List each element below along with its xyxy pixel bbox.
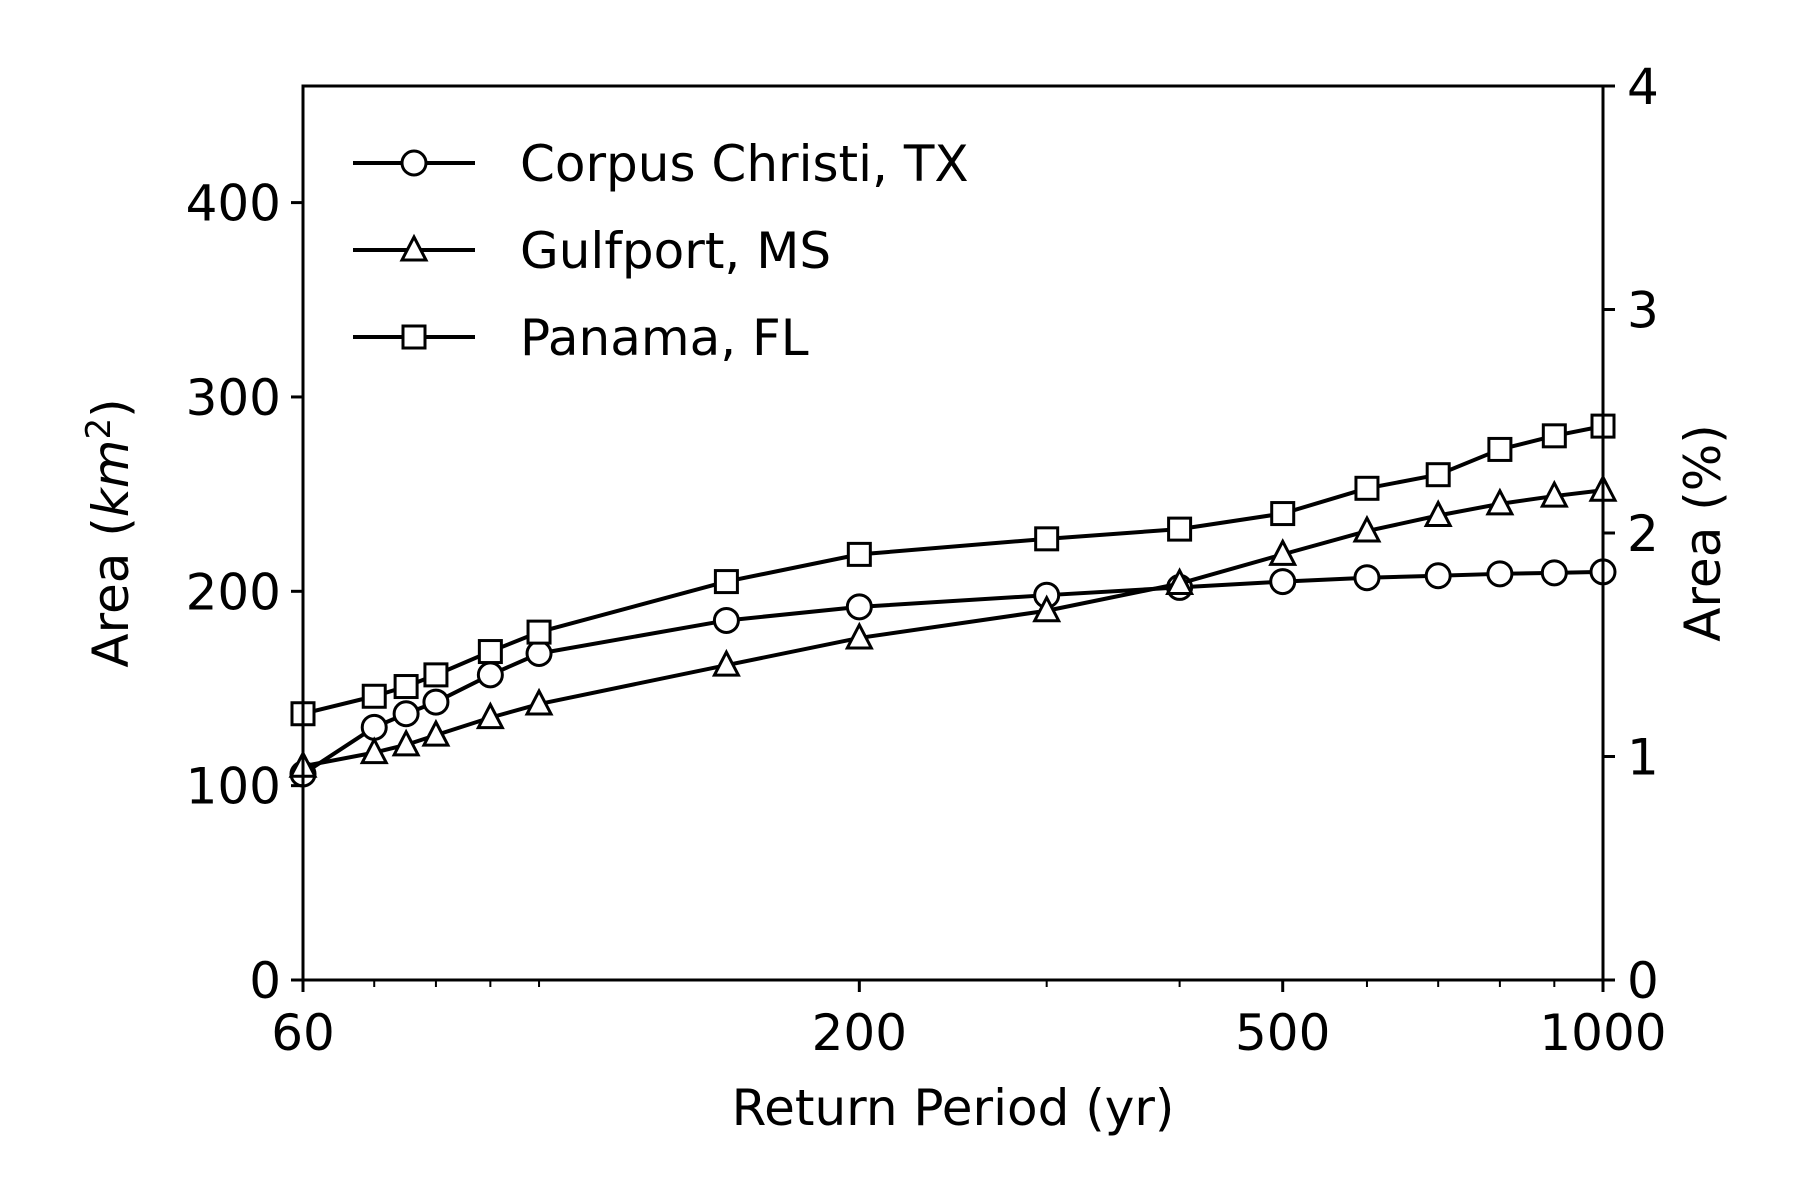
x-axis-label: Return Period (yr) <box>732 1079 1175 1137</box>
data-point-circle <box>476 661 504 689</box>
data-point-square <box>477 639 503 665</box>
data-point-circle <box>1424 562 1452 590</box>
series-line <box>302 424 1604 716</box>
y-axis-label-suffix: ) <box>82 398 140 418</box>
series-layer <box>288 413 1618 788</box>
y2-tick-label: 3 <box>1627 282 1659 340</box>
data-point-square <box>1167 516 1193 542</box>
y-axis-label-unit: km <box>82 440 140 518</box>
series-triangle <box>288 474 1618 778</box>
y-tick-label: 300 <box>186 369 281 427</box>
data-point-square <box>1034 526 1060 552</box>
data-point-circle <box>360 713 388 741</box>
y-tick-label: 0 <box>249 952 281 1010</box>
data-point-circle <box>1269 568 1297 596</box>
data-point-triangle <box>421 718 451 747</box>
x-tick-label: 500 <box>1235 1004 1330 1062</box>
data-point-circle <box>392 700 420 728</box>
data-point-square <box>846 541 872 567</box>
y2-tick-label: 0 <box>1627 952 1659 1010</box>
y2-tick-label: 1 <box>1627 729 1659 787</box>
data-point-circle <box>845 593 873 621</box>
data-point-circle <box>1353 564 1381 592</box>
legend-entry: Panama, FL <box>353 309 809 367</box>
legend-label: Gulfport, MS <box>520 222 831 280</box>
series-circle <box>289 558 1617 788</box>
x-axis: 60 200 500 1000 <box>271 980 1667 1062</box>
data-point-triangle <box>475 701 505 730</box>
series-line <box>301 569 1604 776</box>
data-point-triangle <box>1032 594 1062 623</box>
y-tick-label: 400 <box>186 175 281 233</box>
data-point-triangle <box>711 648 741 677</box>
data-point-square <box>423 662 449 688</box>
data-point-triangle <box>1539 479 1569 508</box>
y-axis-label-prefix: Area ( <box>82 517 140 667</box>
x-tick-label: 1000 <box>1539 1004 1666 1062</box>
y2-axis-label: Area (%) <box>1674 424 1732 641</box>
x-tick-label: 60 <box>271 1004 335 1062</box>
data-point-triangle <box>1423 499 1453 528</box>
legend-marker-square <box>401 324 427 350</box>
data-point-square <box>713 569 739 595</box>
y-axis-label-superscript: 2 <box>79 418 119 440</box>
y-axis-label: Area (km2) <box>79 398 140 667</box>
data-point-circle <box>1486 560 1514 588</box>
data-point-triangle <box>844 621 874 650</box>
data-point-triangle <box>524 687 554 716</box>
y2-tick-label: 4 <box>1627 58 1659 116</box>
data-point-square <box>1270 501 1296 527</box>
legend-label: Corpus Christi, TX <box>520 135 969 193</box>
series-line <box>302 488 1604 769</box>
data-point-triangle <box>1165 567 1195 596</box>
y-tick-label: 200 <box>186 563 281 621</box>
data-point-triangle <box>391 728 421 757</box>
data-point-square <box>1354 475 1380 501</box>
x-tick-label: 200 <box>812 1004 907 1062</box>
plot-frame <box>301 84 1605 982</box>
data-point-square <box>361 683 387 709</box>
y-axis-left: 0 100 200 300 400 <box>186 175 303 1010</box>
legend-label: Panama, FL <box>520 309 809 367</box>
series-square <box>290 413 1616 727</box>
y-tick-label: 100 <box>186 758 281 816</box>
data-point-square <box>1541 423 1567 449</box>
legend-marker-circle <box>400 149 428 177</box>
data-point-square <box>1487 436 1513 462</box>
data-point-triangle <box>359 736 389 765</box>
data-point-circle <box>525 639 553 667</box>
data-point-circle <box>1540 559 1568 587</box>
legend-marker-triangle <box>399 233 429 262</box>
data-point-circle <box>712 606 740 634</box>
data-point-triangle <box>1268 538 1298 566</box>
legend-entry: Corpus Christi, TX <box>353 135 969 193</box>
y2-tick-label: 2 <box>1627 505 1659 563</box>
data-point-triangle <box>1485 487 1515 516</box>
data-point-square <box>526 619 552 645</box>
data-point-circle <box>422 688 450 716</box>
y-axis-right: 0 1 2 3 4 <box>1603 58 1659 1010</box>
legend-entry: Gulfport, MS <box>353 222 831 280</box>
data-point-square <box>393 674 419 700</box>
legend: Corpus Christi, TX Gulfport, MS Panama, FL <box>353 135 969 367</box>
data-point-triangle <box>1352 514 1382 543</box>
data-point-square <box>1425 462 1451 488</box>
